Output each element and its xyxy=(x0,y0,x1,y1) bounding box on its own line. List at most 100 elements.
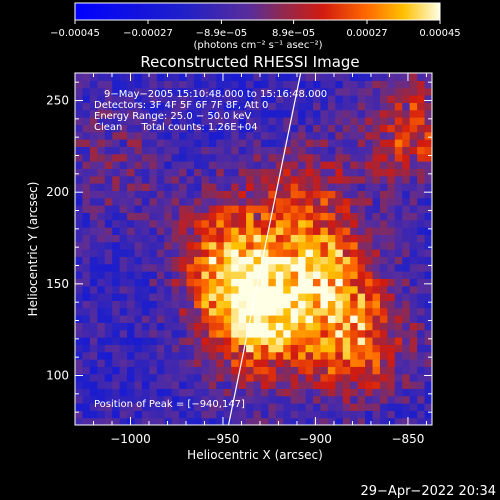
heatmap-cell xyxy=(164,278,173,287)
heatmap-cell xyxy=(394,373,403,382)
heatmap-cell xyxy=(424,219,432,228)
heatmap-cell xyxy=(417,219,426,228)
heatmap-cell xyxy=(268,373,277,382)
heatmap-cell xyxy=(350,351,359,360)
heatmap-cell xyxy=(313,212,322,221)
heatmap-cell xyxy=(275,219,284,228)
heatmap-cell xyxy=(394,388,403,397)
heatmap-cell xyxy=(387,373,396,382)
heatmap-cell xyxy=(387,263,396,272)
heatmap-cell xyxy=(372,344,381,353)
heatmap-cell xyxy=(89,395,98,404)
heatmap-cell xyxy=(149,315,158,323)
heatmap-cell xyxy=(104,212,113,221)
heatmap-cell xyxy=(141,212,150,221)
heatmap-cell xyxy=(350,256,359,265)
heatmap-cell xyxy=(179,168,188,177)
heatmap-cell xyxy=(387,124,396,133)
heatmap-cell xyxy=(387,359,396,367)
heatmap-cell xyxy=(357,87,366,96)
heatmap-cell xyxy=(97,109,106,118)
heatmap-cell xyxy=(350,205,359,213)
heatmap-cell xyxy=(260,403,269,411)
heatmap-cell xyxy=(223,197,232,206)
heatmap-cell xyxy=(409,307,418,316)
heatmap-cell xyxy=(342,417,351,425)
heatmap-cell xyxy=(372,263,381,272)
heatmap-cell xyxy=(387,300,396,309)
heatmap-cell xyxy=(320,212,329,221)
heatmap-cell xyxy=(342,175,351,184)
heatmap-cell xyxy=(127,197,136,206)
heatmap-cell xyxy=(223,329,232,338)
heatmap-cell xyxy=(223,117,232,125)
heatmap-cell xyxy=(127,87,136,96)
heatmap-cell xyxy=(164,197,173,206)
heatmap-cell xyxy=(290,161,299,169)
heatmap-cell xyxy=(268,271,277,279)
heatmap-cell xyxy=(75,359,84,367)
heatmap-cell xyxy=(409,109,418,118)
heatmap-cell xyxy=(260,307,269,316)
heatmap-cell xyxy=(402,80,411,89)
heatmap-cell xyxy=(253,344,262,353)
heatmap-cell xyxy=(216,366,225,375)
heatmap-cell xyxy=(260,124,269,133)
heatmap-cell xyxy=(424,388,432,397)
heatmap-cell xyxy=(223,315,232,323)
heatmap-cell xyxy=(327,403,336,411)
heatmap-cell xyxy=(164,395,173,404)
heatmap-cell xyxy=(201,183,210,191)
heatmap-cell xyxy=(75,175,84,184)
heatmap-cell xyxy=(208,359,217,367)
heatmap-cell xyxy=(171,256,180,265)
heatmap-cell xyxy=(387,307,396,316)
heatmap-cell xyxy=(253,227,262,235)
heatmap-cell xyxy=(417,285,426,294)
heatmap-cell xyxy=(275,307,284,316)
heatmap-cell xyxy=(171,219,180,228)
heatmap-cell xyxy=(320,366,329,375)
heatmap-cell xyxy=(305,285,314,294)
heatmap-cell xyxy=(201,102,210,111)
heatmap-cell xyxy=(89,344,98,353)
heatmap-cell xyxy=(342,249,351,257)
heatmap-cell xyxy=(119,197,128,206)
heatmap-cell xyxy=(231,131,240,140)
heatmap-cell xyxy=(216,241,225,250)
heatmap-cell xyxy=(357,197,366,206)
heatmap-cell xyxy=(112,256,121,265)
heatmap-cell xyxy=(82,344,91,353)
heatmap-cell xyxy=(320,359,329,367)
annotation-time-range: 9−May−2005 15:10:48.000 to 15:16:48.000 xyxy=(104,89,327,100)
heatmap-cell xyxy=(97,190,106,199)
heatmap-cell xyxy=(335,417,344,425)
heatmap-cell xyxy=(327,351,336,360)
heatmap-cell xyxy=(350,131,359,140)
heatmap-cell xyxy=(268,73,277,81)
heatmap-cell xyxy=(238,227,247,235)
heatmap-cell xyxy=(305,278,314,287)
heatmap-cell xyxy=(194,344,203,353)
heatmap-cell xyxy=(208,219,217,228)
heatmap-cell xyxy=(424,87,432,96)
heatmap-cell xyxy=(305,410,314,419)
heatmap-cell xyxy=(134,293,143,301)
heatmap-cell xyxy=(223,322,232,331)
heatmap-cell xyxy=(268,388,277,397)
heatmap-cell xyxy=(223,146,232,155)
heatmap-cell xyxy=(409,102,418,111)
heatmap-cell xyxy=(387,315,396,323)
heatmap-cell xyxy=(171,190,180,199)
heatmap-cell xyxy=(290,278,299,287)
heatmap-cell xyxy=(223,227,232,235)
heatmap-cell xyxy=(275,80,284,89)
heatmap-cell xyxy=(223,175,232,184)
heatmap-cell xyxy=(246,131,255,140)
heatmap-cell xyxy=(260,205,269,213)
heatmap-cell xyxy=(216,329,225,338)
heatmap-cell xyxy=(75,139,84,147)
heatmap-cell xyxy=(112,307,121,316)
heatmap-cell xyxy=(104,241,113,250)
heatmap-cell xyxy=(119,359,128,367)
